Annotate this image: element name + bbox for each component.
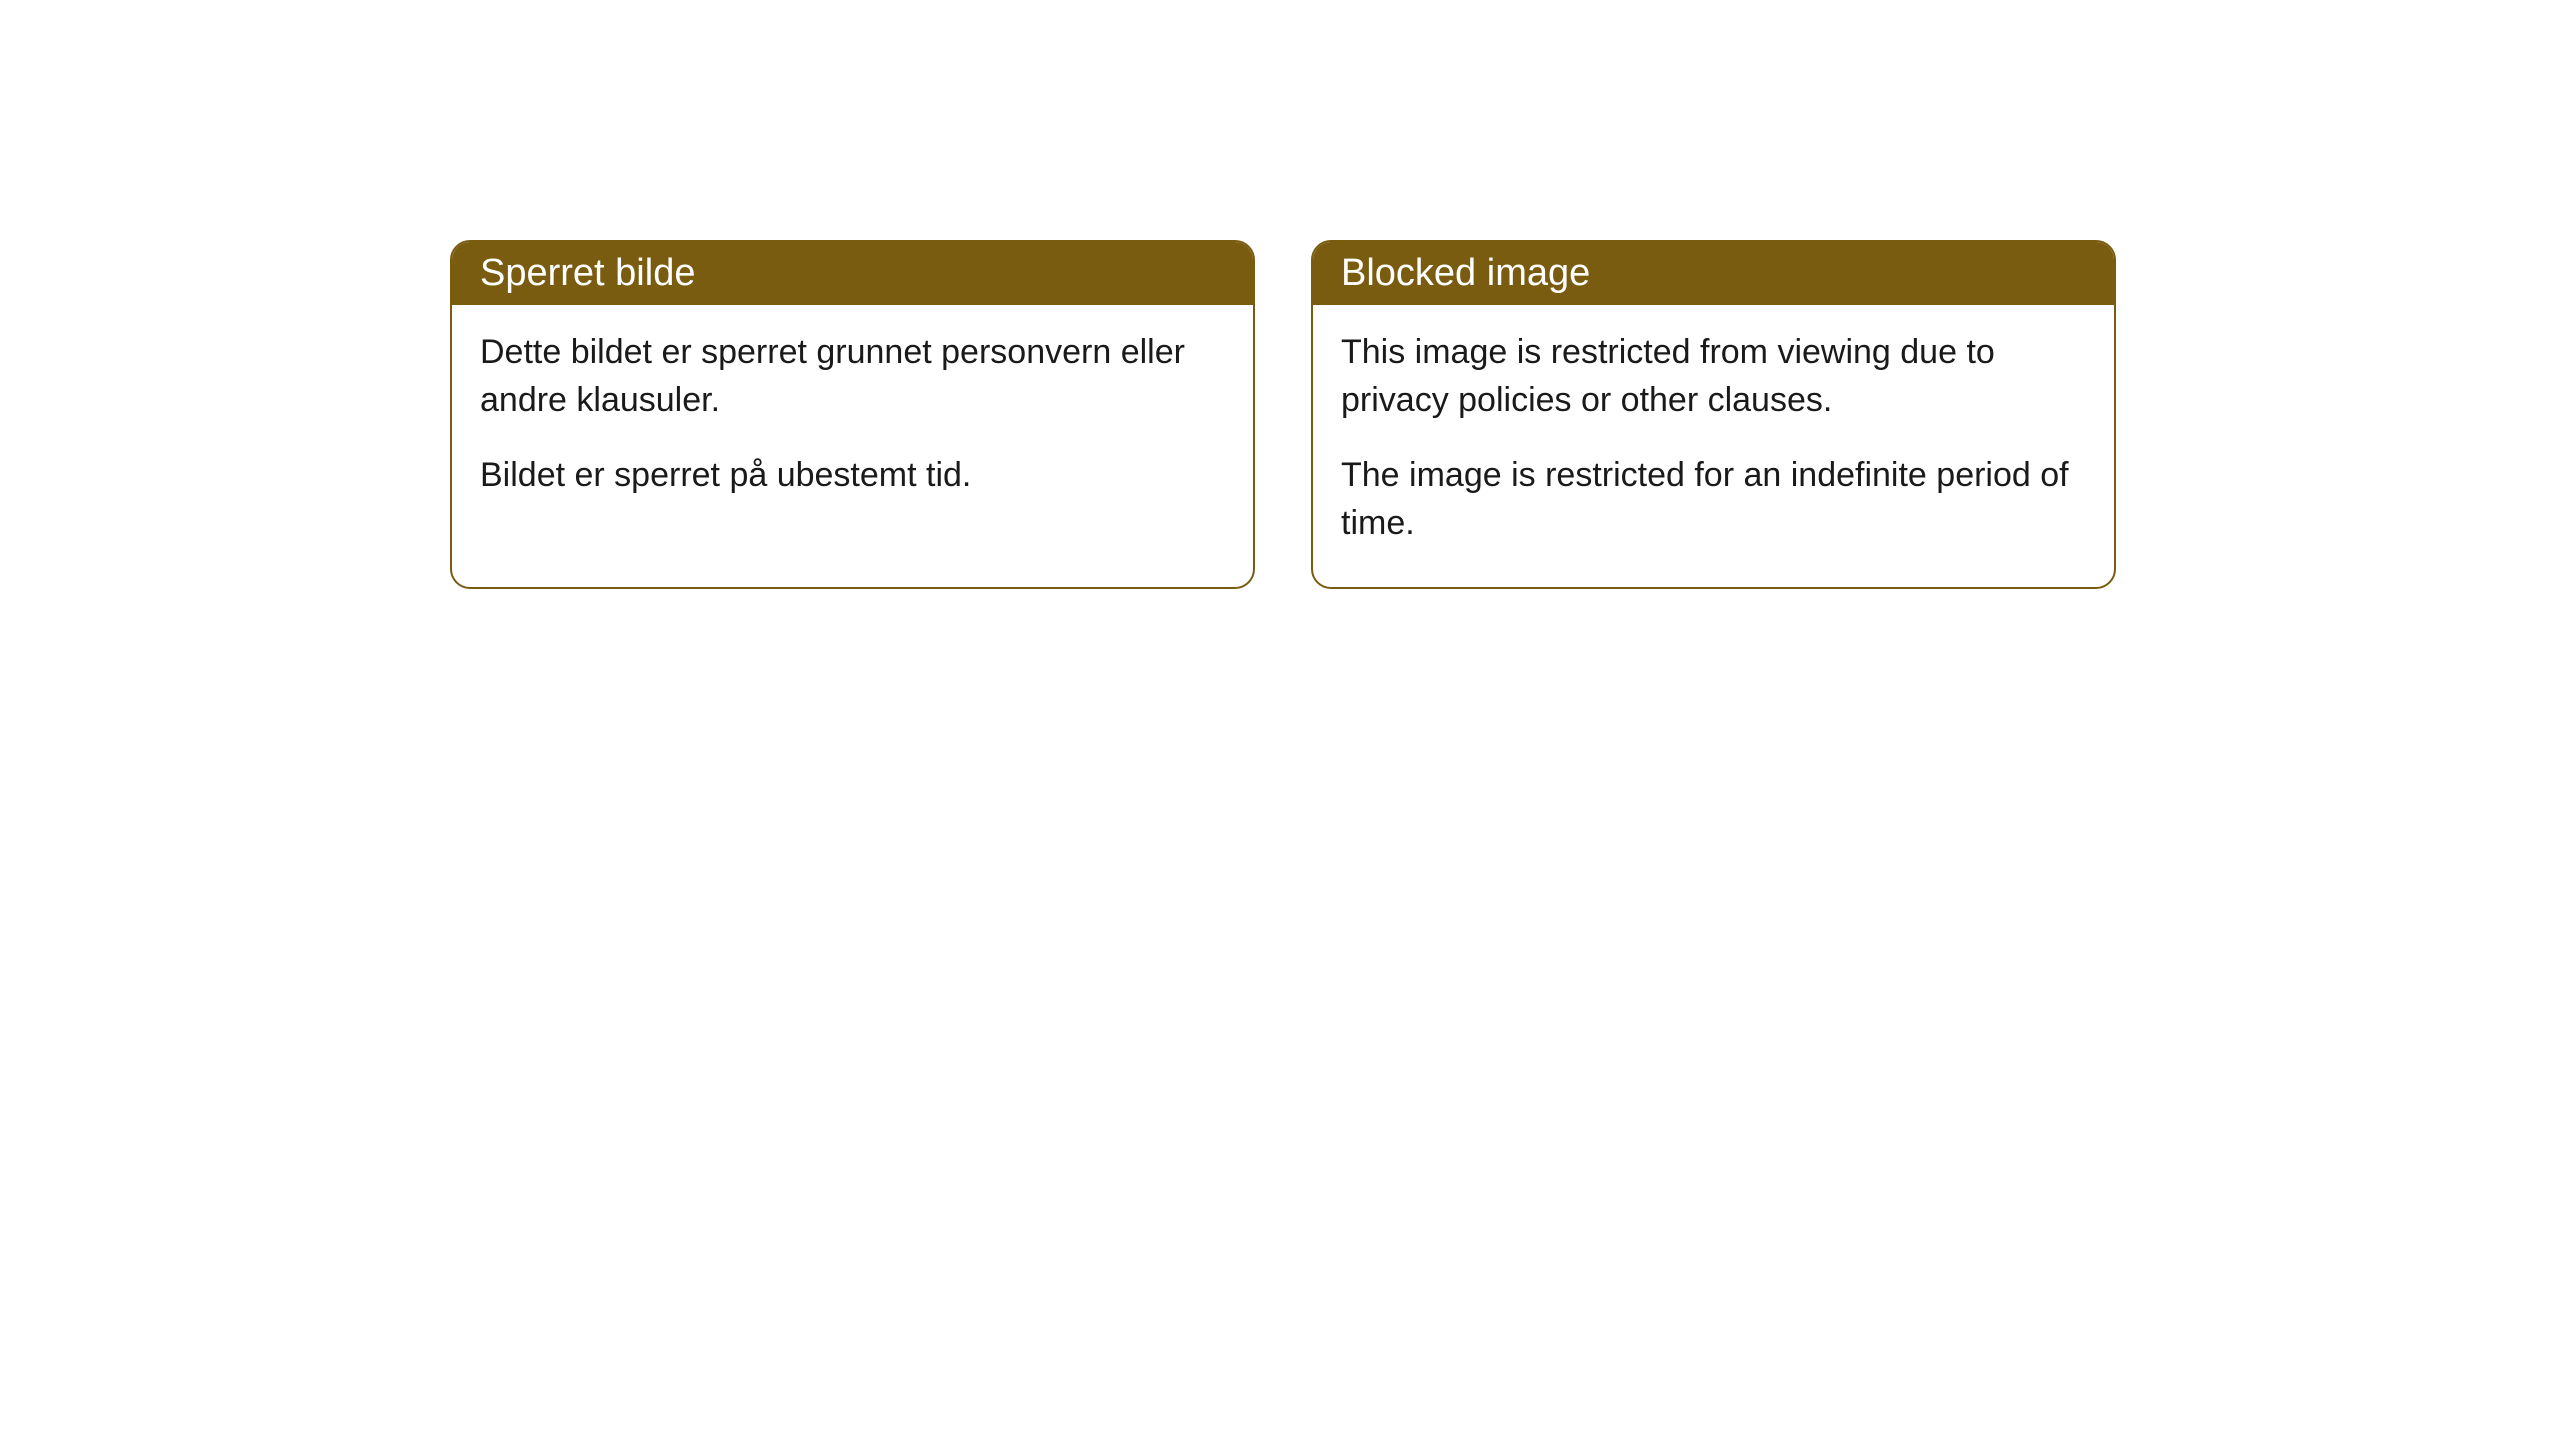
card-body: This image is restricted from viewing du…	[1313, 305, 2114, 587]
card-header: Blocked image	[1313, 242, 2114, 305]
notice-cards-container: Sperret bilde Dette bildet er sperret gr…	[450, 240, 2116, 589]
card-title: Sperret bilde	[480, 252, 695, 294]
card-paragraph: Bildet er sperret på ubestemt tid.	[480, 452, 1225, 500]
card-title: Blocked image	[1341, 252, 1590, 294]
card-header: Sperret bilde	[452, 242, 1253, 305]
notice-card-english: Blocked image This image is restricted f…	[1311, 240, 2116, 589]
card-paragraph: Dette bildet er sperret grunnet personve…	[480, 329, 1225, 424]
notice-card-norwegian: Sperret bilde Dette bildet er sperret gr…	[450, 240, 1255, 589]
card-paragraph: The image is restricted for an indefinit…	[1341, 452, 2086, 547]
card-body: Dette bildet er sperret grunnet personve…	[452, 305, 1253, 540]
card-paragraph: This image is restricted from viewing du…	[1341, 329, 2086, 424]
